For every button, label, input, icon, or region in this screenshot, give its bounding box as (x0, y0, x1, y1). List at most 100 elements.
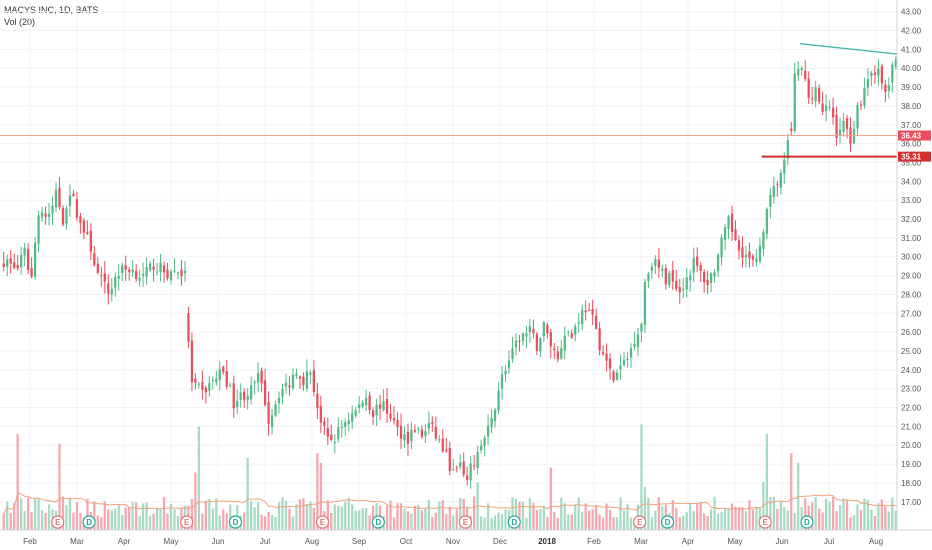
earnings-marker-circle (51, 515, 65, 529)
volume-bar (351, 504, 354, 530)
volume-bar (309, 501, 312, 530)
volume-bar (772, 496, 775, 530)
candle-body (47, 213, 51, 218)
candle-body (410, 429, 413, 442)
candle-body (351, 413, 354, 422)
dividend-marker: D (660, 515, 675, 529)
earnings-marker-label: E (55, 518, 61, 527)
volume-bar (302, 498, 305, 530)
candle-body (831, 107, 835, 118)
dividend-marker-label: D (233, 518, 239, 527)
volume-bar (518, 501, 521, 530)
candle-body (340, 426, 343, 429)
candle-body (570, 333, 573, 338)
volume-bar (86, 498, 89, 530)
volume-indicator-label[interactable]: Vol (20) (4, 17, 36, 27)
candle-body (413, 430, 417, 432)
time-axis[interactable]: Feb Mar Apr May Jun Jul Aug Sep Oct Nov Dec 2018 Feb… (0, 529, 932, 546)
candle-body (856, 104, 859, 129)
earnings-marker: E (180, 515, 194, 529)
dividend-marker-circle (660, 515, 675, 529)
candle-body (887, 85, 890, 91)
volume-bar (709, 509, 713, 530)
volume-bar (340, 506, 343, 530)
candle-body (734, 229, 737, 241)
volume-bar (821, 512, 824, 530)
candle-body (647, 273, 650, 281)
earnings-marker: E (458, 515, 473, 529)
candle-body (312, 370, 316, 393)
y-tick-label: 18.00 (901, 479, 922, 488)
candle-body (33, 242, 37, 277)
volume-bar (40, 510, 44, 530)
candle-body (267, 402, 270, 424)
candle-body (863, 87, 866, 106)
volume-bar (556, 517, 559, 530)
volume-bar (413, 505, 417, 530)
y-tick-label: 22.00 (901, 404, 922, 413)
volume-bar (779, 501, 782, 530)
candle-body (706, 279, 709, 285)
drawings-layer[interactable] (0, 43, 907, 158)
candle-body (591, 309, 594, 315)
candle-body (371, 410, 375, 418)
volume-bar (884, 506, 887, 530)
volume-bar (703, 513, 706, 530)
candle-body (298, 376, 302, 379)
candle-body (884, 84, 887, 92)
candle-body (27, 248, 30, 270)
volume-bar (678, 517, 681, 530)
candle-body (636, 334, 640, 347)
volume-bar (682, 515, 685, 530)
volume-bar (354, 510, 357, 530)
price-axis[interactable]: 17.00 18.00 19.00 20.00 21.00 22.00 23.00 24.00… (896, 0, 932, 550)
candle-body (117, 275, 120, 279)
dividend-marker-label: D (665, 518, 671, 527)
volume-bar (720, 511, 723, 530)
x-tick-label: Feb (587, 537, 601, 546)
volume-bar (838, 505, 842, 530)
candle-body (448, 447, 451, 472)
volume-bar (894, 510, 897, 530)
candle-body (720, 237, 723, 258)
candle-body (243, 391, 246, 401)
candle-body (417, 428, 420, 430)
y-tick-label: 32.00 (901, 215, 922, 224)
volume-bar (730, 503, 734, 530)
volume-bar (643, 486, 647, 530)
volume-bar (755, 506, 758, 530)
x-tick-label: Mar (70, 537, 84, 546)
y-tick-label: 21.00 (901, 422, 922, 431)
volume-bar (727, 508, 730, 530)
candle-body (291, 374, 295, 389)
volume-bar (716, 513, 720, 530)
earnings-marker: E (51, 515, 65, 529)
support-price-tag (898, 151, 931, 162)
candle-body (392, 417, 396, 421)
volume-ma-line (3, 492, 907, 514)
candle-body (737, 240, 741, 251)
volume-bar (295, 504, 298, 530)
volume-bar (441, 500, 444, 530)
candle-body (828, 106, 831, 108)
candle-body (114, 277, 117, 288)
candle-body (842, 120, 845, 132)
candle-body (779, 172, 782, 188)
symbol-title[interactable]: MACYS INC, 1D, BATS (4, 5, 99, 15)
volume-bar (741, 506, 744, 530)
volume-bar (47, 504, 51, 530)
volume-bar (124, 507, 127, 530)
volume-bar (117, 504, 120, 530)
volume-bar (305, 504, 309, 530)
candle-body (727, 216, 730, 229)
candle-body (462, 461, 465, 475)
price-candles (2, 34, 908, 489)
candle-body (542, 322, 545, 337)
candle-body (811, 98, 814, 100)
volume-bar (455, 509, 458, 530)
volume-bar (201, 513, 204, 530)
candle-body (716, 254, 720, 272)
volume-bar (319, 462, 322, 530)
event-markers[interactable]: E E E E E ED D D D D D (51, 515, 814, 529)
